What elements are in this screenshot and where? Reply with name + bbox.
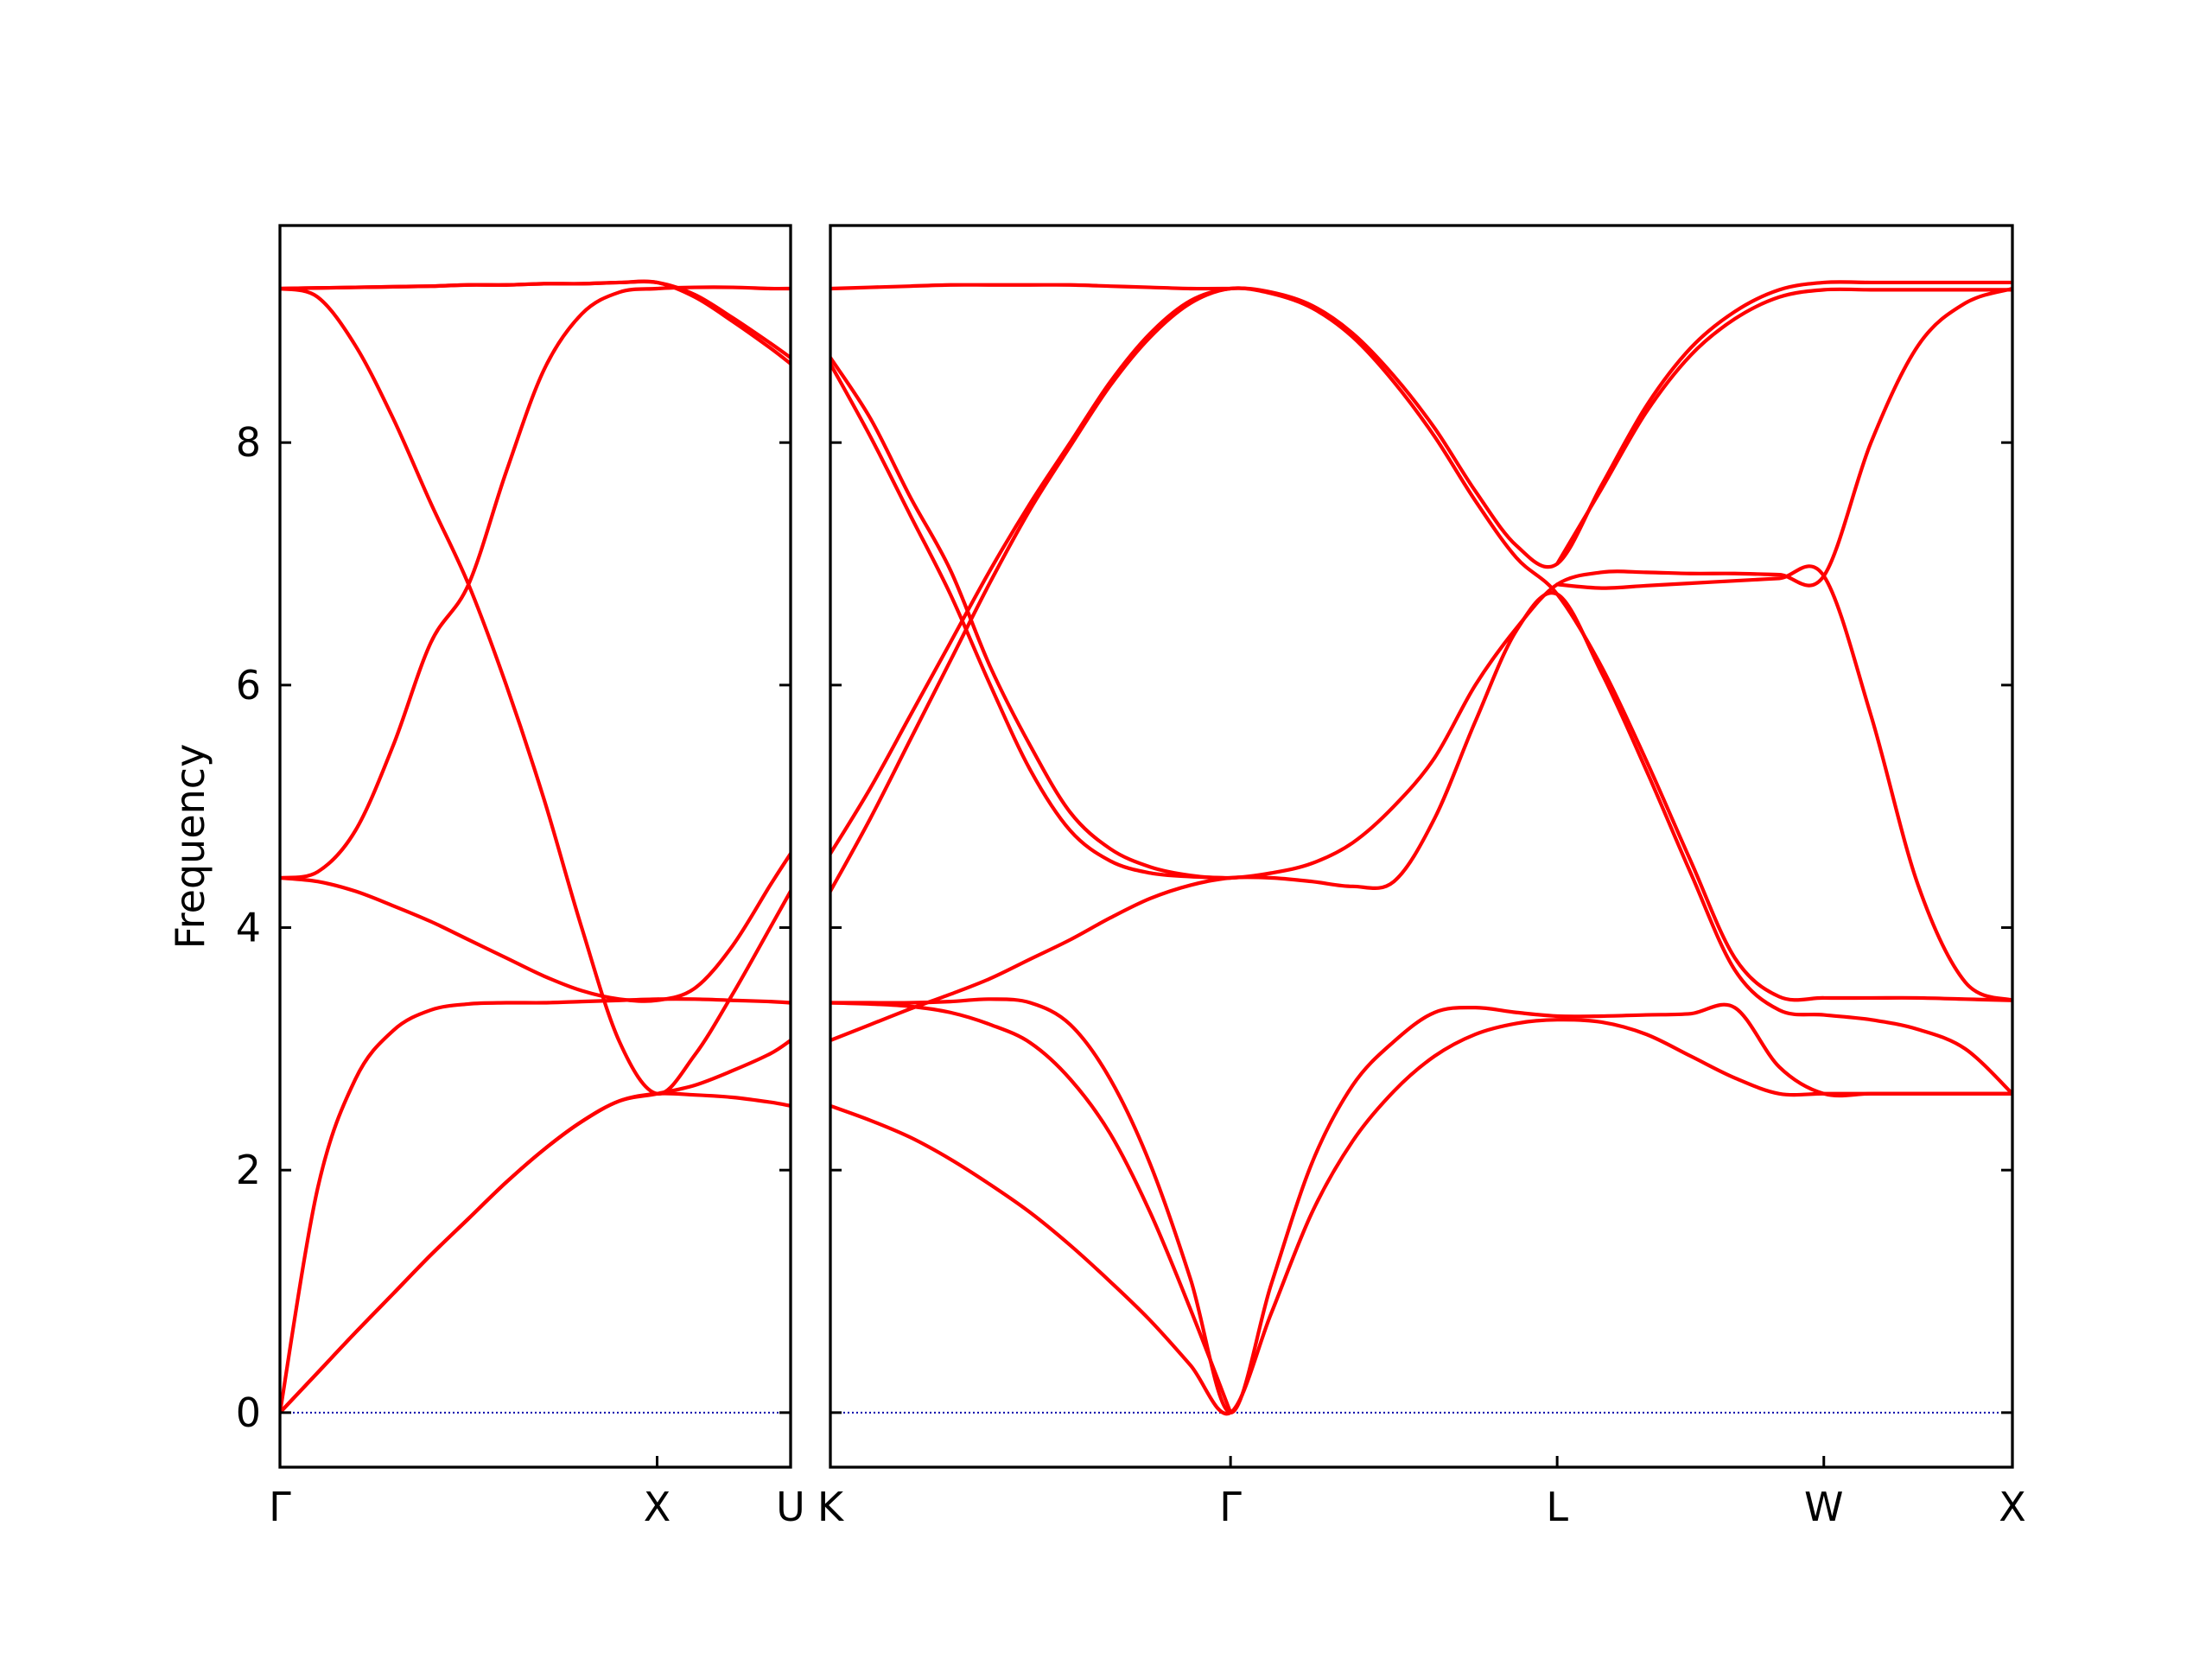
y-tick-label: 2: [236, 1147, 261, 1193]
band-line: [830, 1001, 1233, 1414]
band-line: [830, 591, 2012, 1096]
band-line: [830, 286, 2012, 880]
band-line: [830, 997, 2012, 1414]
band-line: [830, 361, 2012, 1002]
band-line: [280, 1038, 791, 1414]
x-tick-label: W: [1804, 1484, 1843, 1530]
band-line: [280, 279, 791, 366]
band-line: [280, 1091, 791, 1414]
y-tick-label: 8: [236, 419, 261, 466]
y-tick-label: 4: [236, 905, 261, 951]
band-line: [280, 997, 791, 1414]
panel: [280, 279, 791, 1414]
y-tick-label: 6: [236, 662, 261, 709]
band-line: [830, 280, 2012, 856]
x-tick-label: U: [776, 1484, 805, 1530]
y-axis-label: Frequency: [167, 744, 213, 950]
x-tick-label: K: [817, 1484, 845, 1530]
x-tick-label: X: [644, 1484, 671, 1530]
band-line: [280, 285, 791, 880]
plot-frame: [278, 224, 792, 1469]
plot-frame: [829, 224, 2014, 1469]
x-tick-label: L: [1546, 1484, 1568, 1530]
panel: [830, 280, 2012, 1416]
band-line: [830, 286, 2012, 1002]
band-line: [280, 286, 791, 1096]
band-line: [280, 851, 791, 1003]
x-tick-label: Γ: [269, 1484, 291, 1530]
x-tick-label: X: [1999, 1484, 2026, 1530]
x-tick-label: Γ: [1219, 1484, 1242, 1530]
band-line: [280, 279, 791, 360]
band-line: [830, 1018, 2012, 1416]
y-tick-label: 0: [236, 1389, 261, 1436]
band-line: [830, 283, 2012, 566]
